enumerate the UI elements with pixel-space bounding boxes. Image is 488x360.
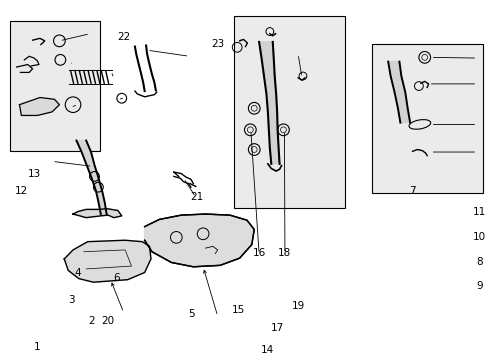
Text: 14: 14 [261, 345, 274, 355]
Polygon shape [20, 98, 59, 116]
Text: 6: 6 [113, 273, 120, 283]
Text: 8: 8 [475, 257, 482, 267]
Text: 11: 11 [472, 207, 485, 217]
Text: 17: 17 [270, 323, 284, 333]
Text: 22: 22 [117, 32, 131, 41]
Text: 15: 15 [231, 305, 245, 315]
Bar [371, 44, 482, 193]
Text: 12: 12 [15, 186, 28, 196]
Bar [233, 16, 344, 208]
Text: 10: 10 [472, 232, 485, 242]
Text: 16: 16 [252, 248, 265, 258]
Polygon shape [387, 62, 409, 123]
Polygon shape [259, 42, 279, 164]
Text: 2: 2 [88, 316, 95, 326]
Text: 18: 18 [277, 248, 290, 258]
Text: 3: 3 [68, 295, 75, 305]
Text: 20: 20 [102, 316, 115, 325]
Polygon shape [76, 140, 106, 214]
Bar [10, 22, 100, 150]
Text: 21: 21 [190, 192, 203, 202]
Polygon shape [73, 209, 122, 218]
Text: 7: 7 [408, 186, 415, 196]
Text: 13: 13 [27, 168, 41, 179]
Text: 9: 9 [475, 281, 482, 291]
Text: 23: 23 [211, 40, 224, 49]
Text: 5: 5 [188, 310, 195, 319]
Text: 4: 4 [75, 267, 81, 278]
Text: 19: 19 [291, 301, 304, 311]
Text: 1: 1 [34, 342, 41, 352]
Polygon shape [144, 214, 254, 267]
Polygon shape [64, 240, 151, 282]
